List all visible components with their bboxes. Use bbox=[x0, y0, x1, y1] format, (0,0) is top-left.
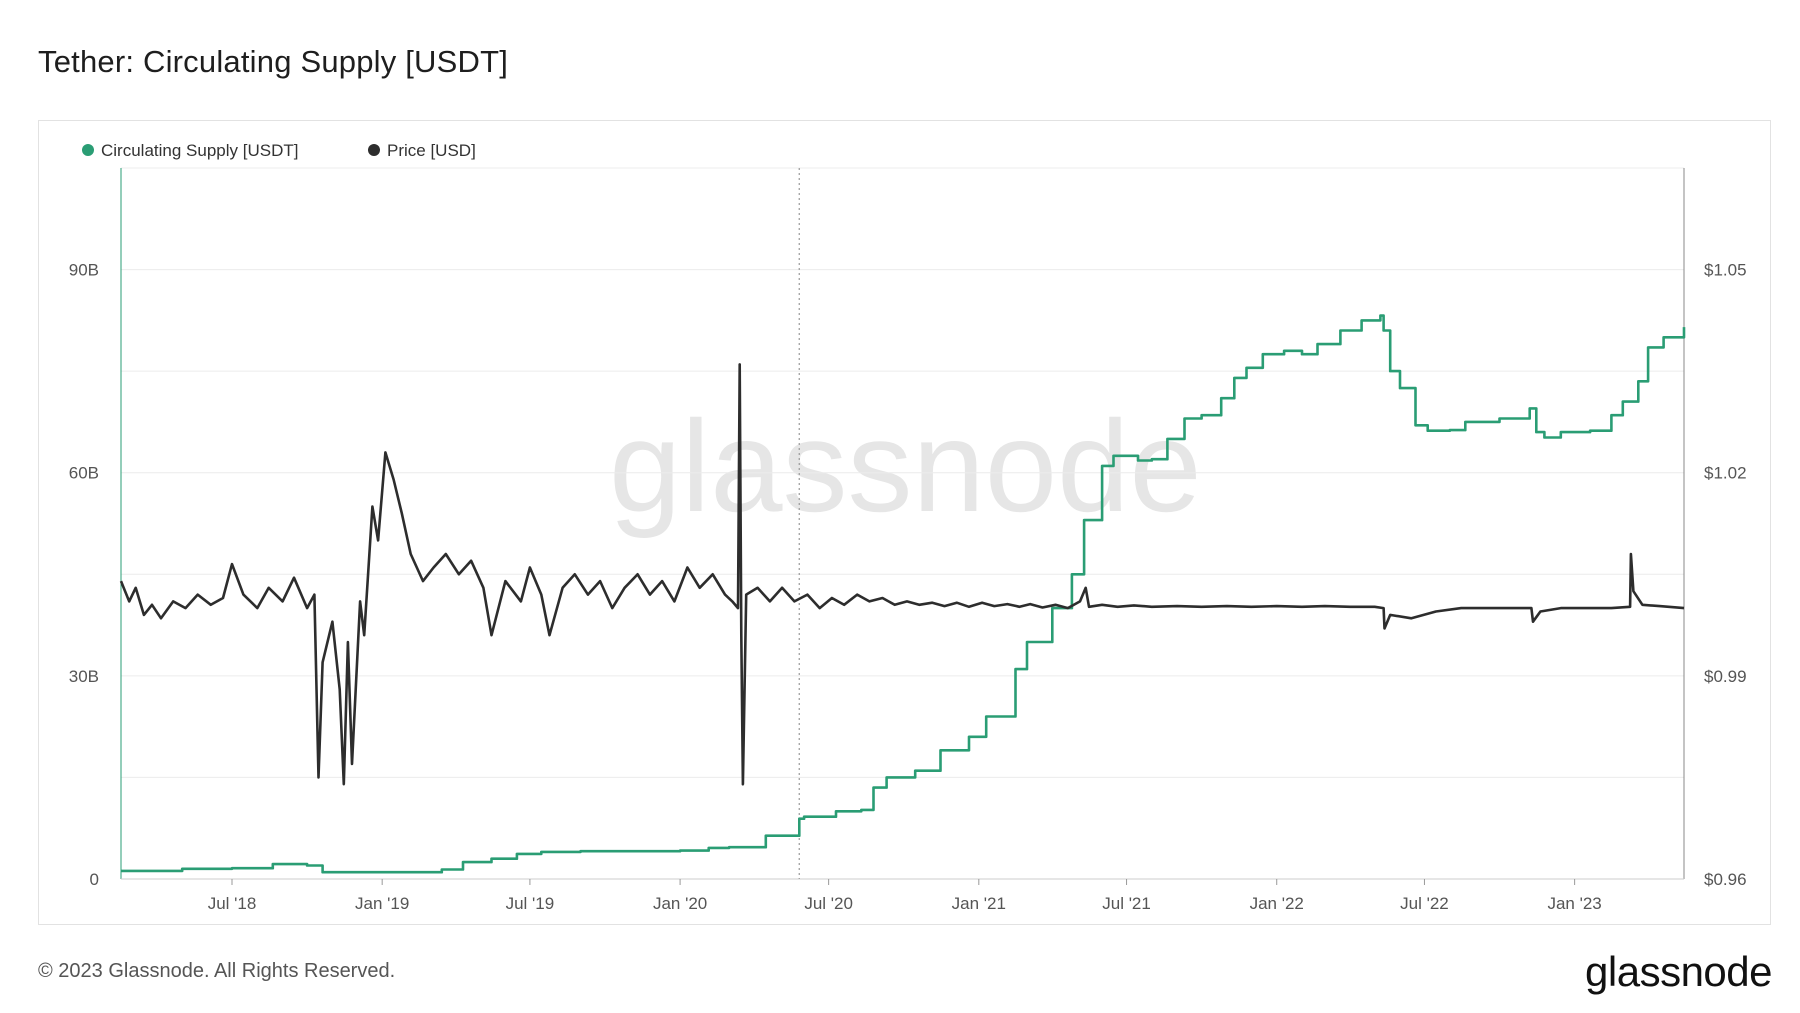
legend-price-dot bbox=[368, 144, 380, 156]
y-right-tick-label: $1.02 bbox=[1704, 464, 1747, 483]
page-title: Tether: Circulating Supply [USDT] bbox=[38, 44, 509, 79]
supply-series-line bbox=[121, 314, 1686, 874]
y-right-tick-label: $1.05 bbox=[1704, 261, 1747, 280]
x-tick-label: Jul '20 bbox=[804, 894, 853, 913]
legend-supply-label[interactable]: Circulating Supply [USDT] bbox=[101, 141, 298, 160]
copyright-footer: © 2023 Glassnode. All Rights Reserved. bbox=[38, 960, 396, 982]
x-tick-label: Jan '23 bbox=[1547, 894, 1601, 913]
y-left-tick-label: 30B bbox=[69, 667, 99, 686]
x-tick-label: Jan '21 bbox=[952, 894, 1006, 913]
y-left-tick-label: 0 bbox=[90, 870, 99, 889]
glassnode-logo[interactable]: glassnode bbox=[1585, 948, 1772, 995]
series-layer bbox=[119, 314, 1686, 874]
x-tick-label: Jul '19 bbox=[506, 894, 555, 913]
legend-supply-dot bbox=[82, 144, 94, 156]
x-tick-label: Jan '22 bbox=[1250, 894, 1304, 913]
y-left-tick-label: 60B bbox=[69, 464, 99, 483]
grid-lines bbox=[120, 167, 1685, 880]
y-axis-right: $0.96 $0.99 $1.02 $1.05 bbox=[1704, 261, 1747, 889]
x-tick-label: Jan '19 bbox=[355, 894, 409, 913]
y-right-tick-label: $0.96 bbox=[1704, 870, 1747, 889]
chart-panel: glassnode Jul '18 Jan '19 Jul '19 Jan '20 Ju… bbox=[38, 120, 1771, 925]
chart-svg[interactable]: glassnode Jul '18 Jan '19 Jul '19 Jan '20 Ju… bbox=[39, 121, 1772, 926]
legend[interactable]: Circulating Supply [USDT] Price [USD] bbox=[82, 141, 476, 160]
x-tick-label: Jan '20 bbox=[653, 894, 707, 913]
x-tick-label: Jul '22 bbox=[1400, 894, 1449, 913]
legend-price-label[interactable]: Price [USD] bbox=[387, 141, 476, 160]
x-tick-label: Jul '21 bbox=[1102, 894, 1151, 913]
price-series-line bbox=[119, 363, 1685, 786]
y-axis-left: 0 30B 60B 90B bbox=[69, 261, 99, 889]
x-axis: Jul '18 Jan '19 Jul '19 Jan '20 Jul '20 Jan '… bbox=[208, 879, 1602, 913]
y-right-tick-label: $0.99 bbox=[1704, 667, 1747, 686]
y-left-tick-label: 90B bbox=[69, 261, 99, 280]
x-tick-label: Jul '18 bbox=[208, 894, 257, 913]
